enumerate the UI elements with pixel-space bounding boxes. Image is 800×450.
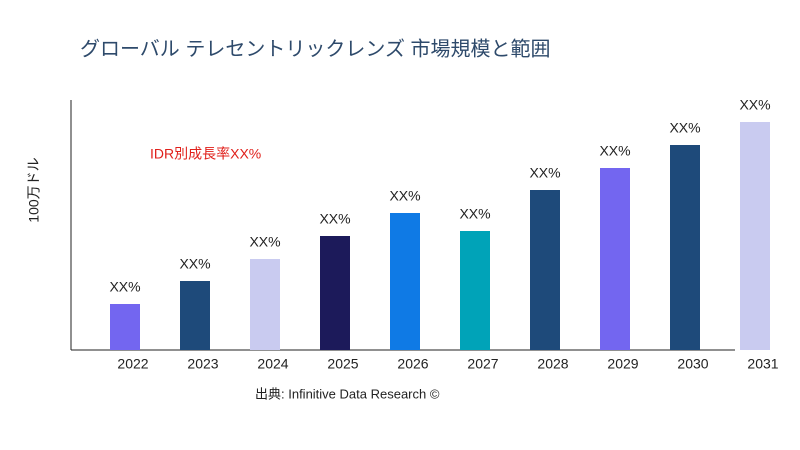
bar <box>600 168 630 350</box>
value-label: XX% <box>249 234 280 250</box>
x-tick-label: 2030 <box>677 356 708 372</box>
x-tick-label: 2026 <box>397 356 428 372</box>
bar <box>460 231 490 350</box>
x-tick-label: 2031 <box>747 356 778 372</box>
value-label: XX% <box>529 165 560 181</box>
bar <box>530 190 560 350</box>
x-tick-label: 2024 <box>257 356 288 372</box>
value-label: XX% <box>739 97 770 113</box>
x-tick-label: 2022 <box>117 356 148 372</box>
chart-title: グローバル テレセントリックレンズ 市場規模と範囲 <box>80 37 551 60</box>
x-tick-label: 2023 <box>187 356 218 372</box>
bar <box>670 145 700 350</box>
value-label: XX% <box>669 120 700 136</box>
bar <box>250 259 280 350</box>
bar <box>320 236 350 350</box>
x-tick-label: 2028 <box>537 356 568 372</box>
y-axis-label: 100万ドル <box>26 157 42 222</box>
value-label: XX% <box>109 279 140 295</box>
bar <box>740 122 770 350</box>
value-label: XX% <box>599 143 630 159</box>
bar <box>180 281 210 350</box>
value-label: XX% <box>319 211 350 227</box>
value-label: XX% <box>179 256 210 272</box>
x-tick-label: 2027 <box>467 356 498 372</box>
source: 出典: Infinitive Data Research © <box>255 386 440 401</box>
x-tick-label: 2029 <box>607 356 638 372</box>
value-label: XX% <box>389 188 420 204</box>
value-label: XX% <box>459 206 490 222</box>
bar <box>110 304 140 350</box>
bar <box>390 213 420 350</box>
annotation: IDR別成長率XX% <box>150 146 261 162</box>
x-tick-label: 2025 <box>327 356 358 372</box>
